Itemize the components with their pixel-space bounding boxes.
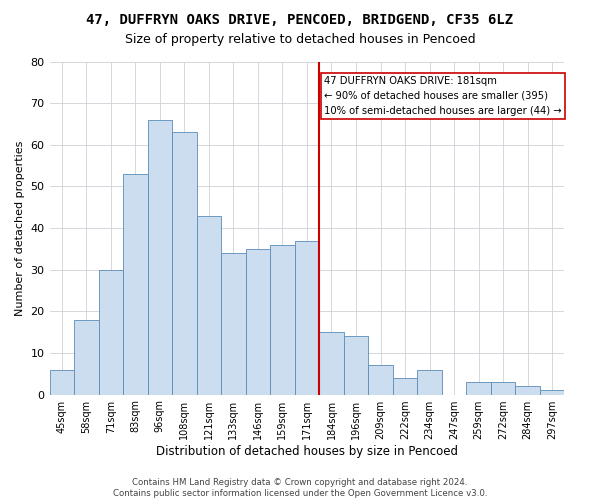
Bar <box>540 390 565 394</box>
Bar <box>148 120 172 394</box>
Bar <box>344 336 368 394</box>
Bar <box>368 366 393 394</box>
Text: 47 DUFFRYN OAKS DRIVE: 181sqm
← 90% of detached houses are smaller (395)
10% of : 47 DUFFRYN OAKS DRIVE: 181sqm ← 90% of d… <box>324 76 562 116</box>
Bar <box>197 216 221 394</box>
Bar <box>466 382 491 394</box>
Bar <box>98 270 123 394</box>
Bar <box>172 132 197 394</box>
Bar <box>295 240 319 394</box>
Bar <box>515 386 540 394</box>
Bar <box>393 378 417 394</box>
X-axis label: Distribution of detached houses by size in Pencoed: Distribution of detached houses by size … <box>156 444 458 458</box>
Bar <box>50 370 74 394</box>
Bar <box>74 320 98 394</box>
Bar <box>245 249 270 394</box>
Text: 47, DUFFRYN OAKS DRIVE, PENCOED, BRIDGEND, CF35 6LZ: 47, DUFFRYN OAKS DRIVE, PENCOED, BRIDGEN… <box>86 12 514 26</box>
Bar <box>417 370 442 394</box>
Bar <box>123 174 148 394</box>
Bar <box>319 332 344 394</box>
Bar <box>491 382 515 394</box>
Bar <box>270 244 295 394</box>
Text: Contains HM Land Registry data © Crown copyright and database right 2024.
Contai: Contains HM Land Registry data © Crown c… <box>113 478 487 498</box>
Text: Size of property relative to detached houses in Pencoed: Size of property relative to detached ho… <box>125 32 475 46</box>
Y-axis label: Number of detached properties: Number of detached properties <box>15 140 25 316</box>
Bar <box>221 253 245 394</box>
